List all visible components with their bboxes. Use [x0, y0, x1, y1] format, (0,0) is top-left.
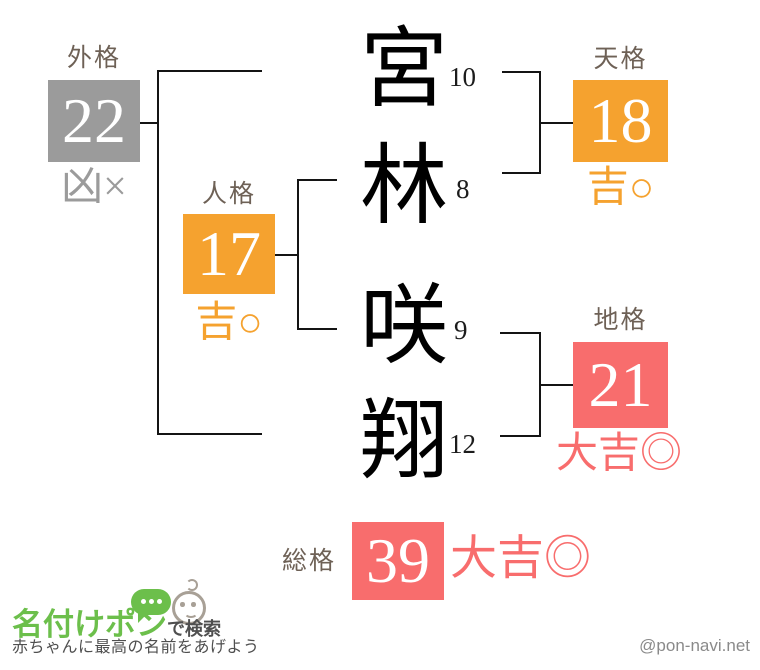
bubble-dot-icon	[149, 599, 154, 604]
speech-bubble-tail-icon	[138, 611, 150, 623]
tenkaku-value-box: 18	[573, 80, 668, 162]
baby-eye-icon	[191, 602, 196, 607]
jinkaku-connector-line	[274, 254, 297, 256]
gaikaku-connector-line	[139, 122, 157, 124]
gaikaku-label: 外格	[66, 44, 121, 72]
chikaku-value-box: 21	[573, 342, 668, 428]
tenkaku-label: 天格	[593, 45, 648, 73]
tenkaku-judgement: 吉○	[586, 165, 655, 211]
tagline: 赤ちゃんに最高の名前をあげよう	[12, 639, 260, 656]
tenkaku-connector-line	[541, 122, 573, 124]
tenkaku-bracket-vertical-line	[539, 71, 541, 174]
name-char-2: 林	[360, 139, 449, 236]
gaikaku-value-box: 22	[48, 80, 140, 162]
tenkaku-bracket-top-line	[502, 71, 539, 73]
jinkaku-bracket-top-line	[297, 179, 337, 181]
stroke-count-2: 8	[456, 174, 470, 204]
gaikaku-bracket-vertical-line	[157, 70, 159, 435]
jinkaku-judgement: 吉○	[195, 300, 263, 346]
bubble-dot-icon	[141, 599, 146, 604]
chikaku-label: 地格	[593, 306, 648, 334]
chikaku-bracket-vertical-line	[539, 332, 541, 437]
name-char-1: 宮	[360, 22, 449, 119]
chikaku-connector-line	[541, 384, 573, 386]
chikaku-bracket-bottom-line	[500, 435, 539, 437]
stroke-count-4: 12	[449, 429, 476, 459]
logo-suffix-text: で検索	[167, 619, 221, 639]
jinkaku-label: 人格	[201, 180, 256, 208]
logo: 名付けポンで検索	[12, 599, 221, 644]
tenkaku-bracket-bottom-line	[502, 172, 539, 174]
name-char-4: 翔	[360, 394, 449, 491]
gaikaku-judgement: 凶×	[61, 164, 127, 210]
baby-eye-icon	[180, 602, 185, 607]
jinkaku-bracket-bottom-line	[297, 328, 337, 330]
name-char-3: 咲	[360, 279, 449, 376]
chikaku-bracket-top-line	[500, 332, 539, 334]
gaikaku-bracket-bottom-line	[157, 433, 262, 435]
gaikaku-bracket-top-line	[157, 70, 262, 72]
site-credit: @pon-navi.net	[639, 636, 750, 655]
stroke-count-1: 10	[449, 62, 476, 92]
soukaku-label: 総格	[281, 547, 336, 575]
soukaku-judgement: 大吉◎	[450, 533, 591, 585]
chikaku-judgement: 大吉◎	[556, 431, 683, 477]
baby-hair-curl-icon	[186, 579, 198, 591]
logo-text: 名付けポン	[12, 607, 167, 642]
jinkaku-bracket-vertical-line	[297, 179, 299, 330]
baby-mouth-icon	[184, 607, 198, 618]
soukaku-value-box: 39	[352, 522, 444, 600]
stroke-count-3: 9	[454, 315, 468, 345]
jinkaku-value-box: 17	[183, 214, 275, 294]
bubble-dot-icon	[157, 599, 162, 604]
